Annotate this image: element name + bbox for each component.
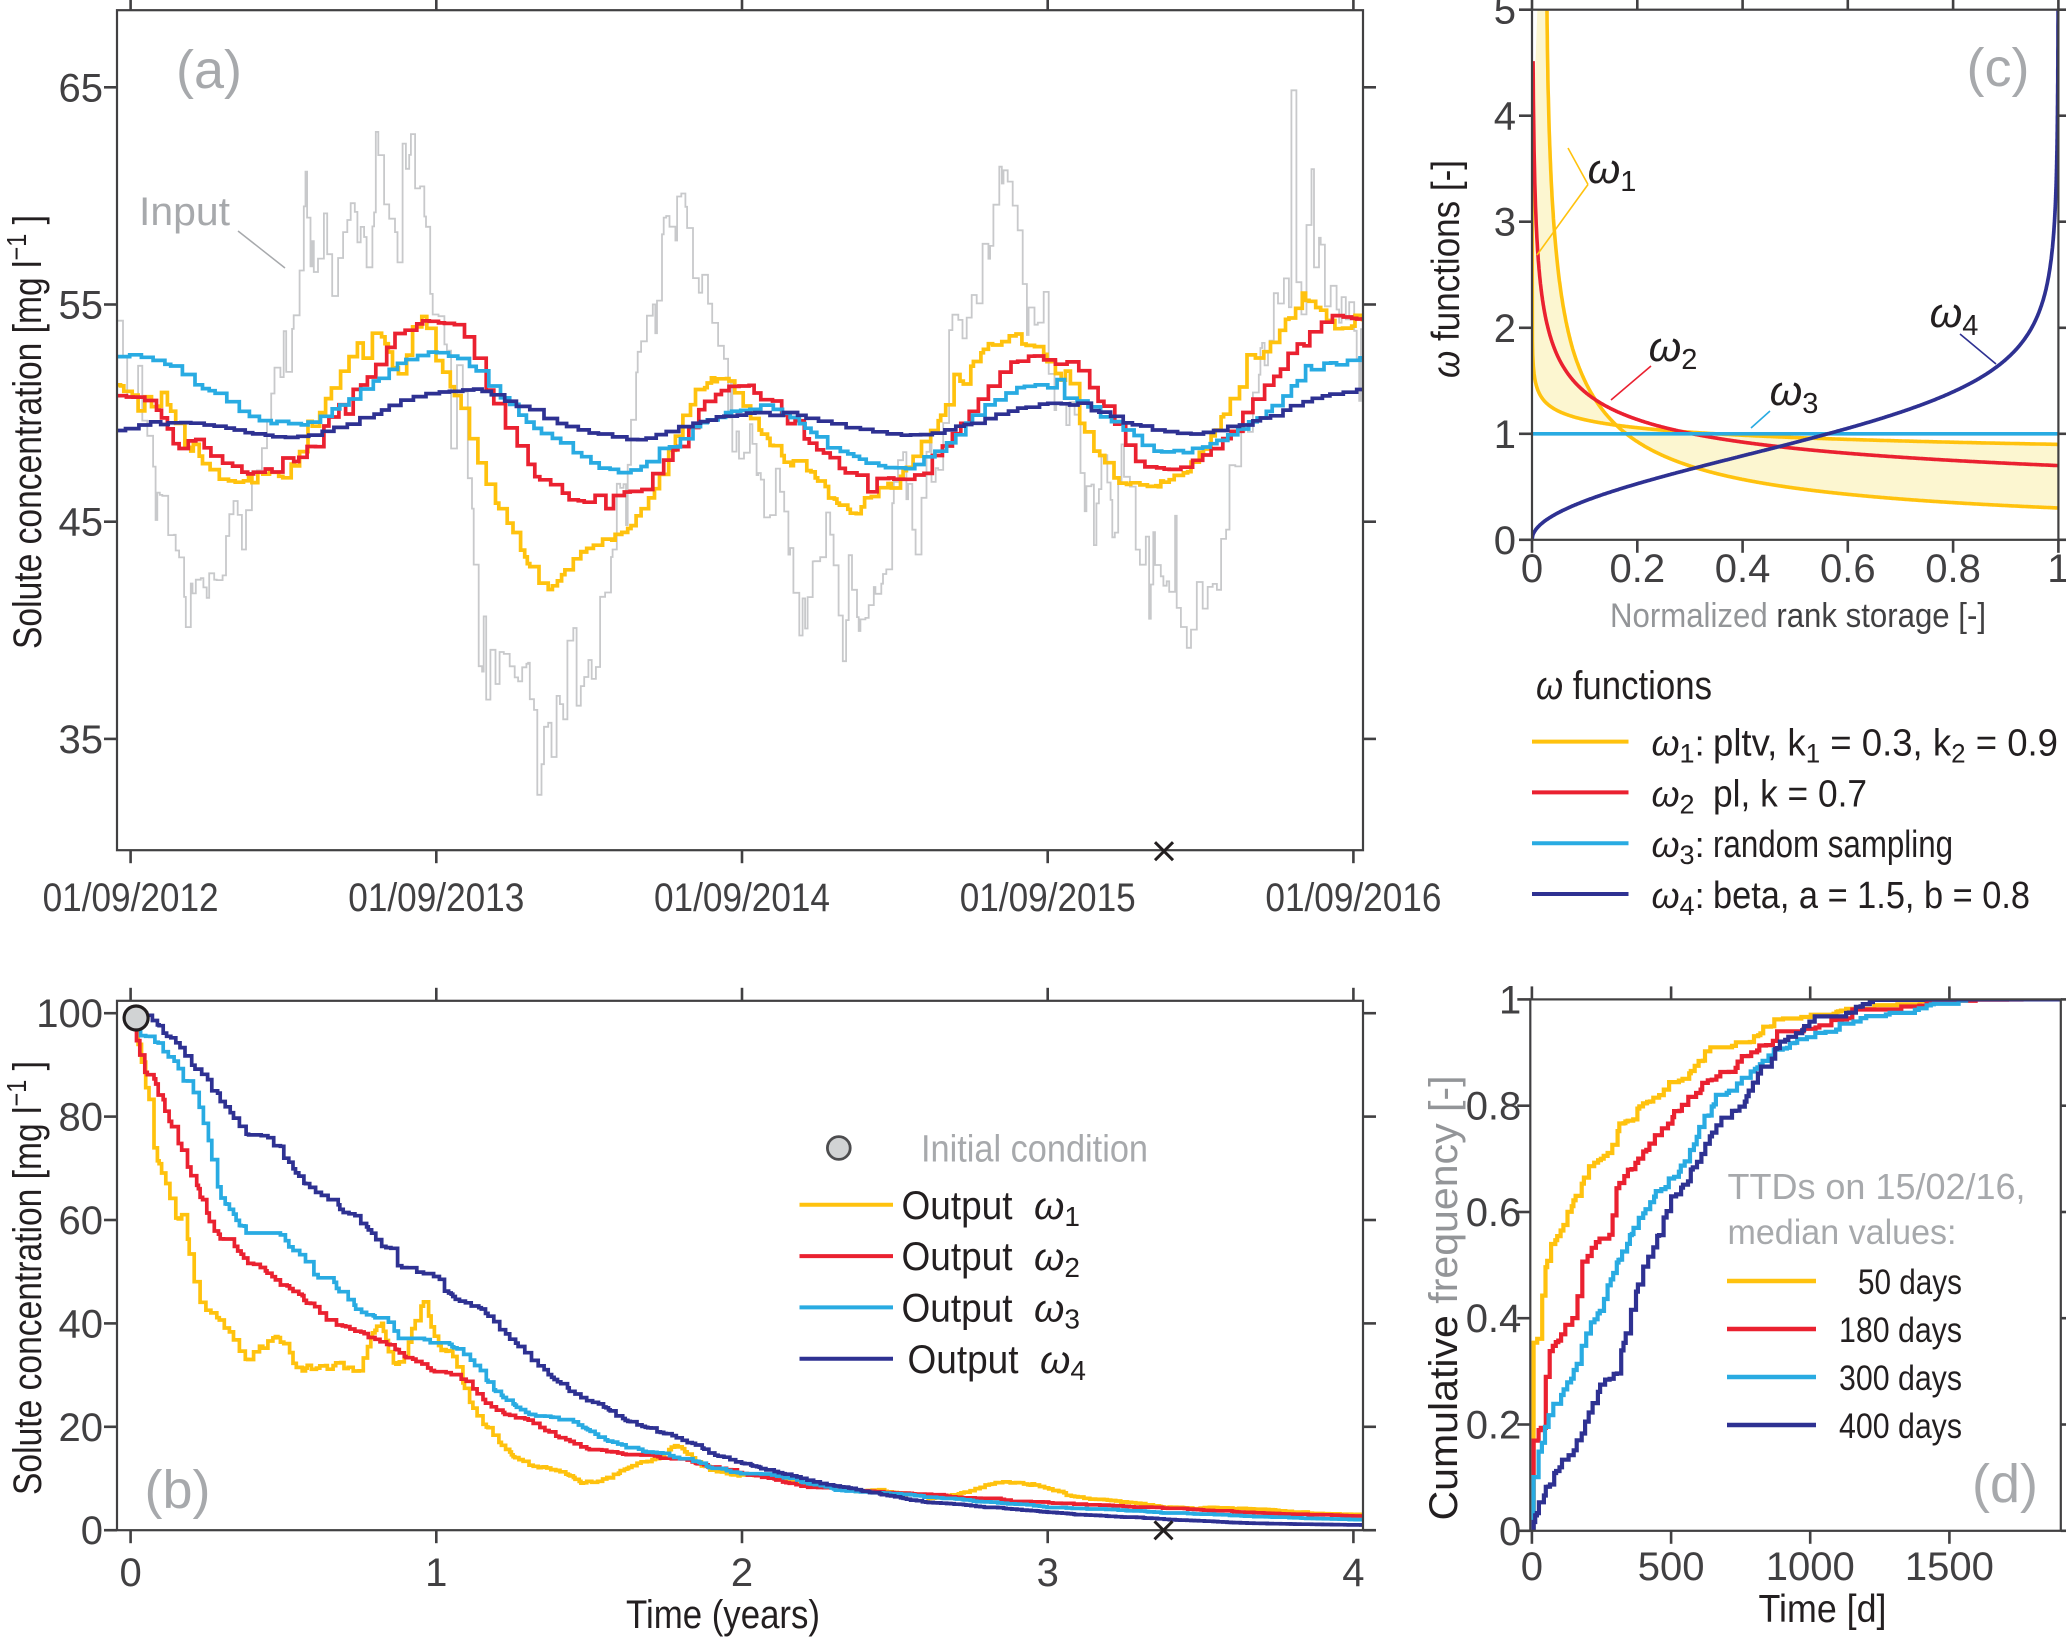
svg-text:0: 0 bbox=[1499, 1510, 1521, 1554]
svg-text:ω1:: ω1: bbox=[1652, 723, 1705, 769]
svg-text:2: 2 bbox=[731, 1551, 753, 1595]
svg-text:Output: Output bbox=[902, 1286, 1013, 1330]
svg-text:180 days: 180 days bbox=[1839, 1311, 1962, 1350]
svg-text:01/09/2013: 01/09/2013 bbox=[348, 876, 524, 920]
svg-text:45: 45 bbox=[59, 501, 104, 545]
svg-text:5: 5 bbox=[1494, 0, 1516, 33]
svg-text:1: 1 bbox=[425, 1551, 447, 1595]
svg-text:(d): (d) bbox=[1972, 1454, 2038, 1514]
svg-text:0.8: 0.8 bbox=[1466, 1085, 1522, 1129]
svg-text:random sampling: random sampling bbox=[1713, 824, 1953, 866]
svg-text:Normalized rank storage [-]: Normalized rank storage [-] bbox=[1610, 597, 1986, 635]
svg-text:0.6: 0.6 bbox=[1820, 547, 1876, 591]
svg-text:ω3: ω3 bbox=[1770, 367, 1819, 420]
svg-text:1: 1 bbox=[1494, 413, 1516, 457]
svg-text:Input: Input bbox=[139, 190, 230, 234]
svg-text:100: 100 bbox=[36, 992, 103, 1036]
svg-text:Initial condition: Initial condition bbox=[921, 1129, 1148, 1171]
svg-text:(b): (b) bbox=[145, 1460, 211, 1520]
svg-text:0: 0 bbox=[119, 1551, 141, 1595]
svg-text:0: 0 bbox=[1521, 547, 1543, 591]
svg-text:0: 0 bbox=[81, 1509, 103, 1553]
svg-text:01/09/2016: 01/09/2016 bbox=[1265, 876, 1441, 920]
svg-text:3: 3 bbox=[1037, 1551, 1059, 1595]
svg-text:0: 0 bbox=[1521, 1545, 1543, 1589]
svg-text:60: 60 bbox=[59, 1199, 104, 1243]
svg-text:40: 40 bbox=[59, 1302, 104, 1346]
svg-text:ω functions: ω functions bbox=[1536, 664, 1712, 708]
svg-text:Output: Output bbox=[908, 1338, 1019, 1382]
svg-text:0.2: 0.2 bbox=[1609, 547, 1665, 591]
svg-text:0.6: 0.6 bbox=[1466, 1191, 1522, 1235]
svg-text:1500: 1500 bbox=[1905, 1545, 1994, 1589]
svg-text:(a): (a) bbox=[176, 40, 242, 100]
svg-text:1: 1 bbox=[2047, 547, 2066, 591]
svg-text:80: 80 bbox=[59, 1096, 104, 1140]
svg-text:35: 35 bbox=[59, 718, 104, 762]
svg-text:1000: 1000 bbox=[1766, 1545, 1855, 1589]
svg-text:Solute concentration [mg l−1 ]: Solute concentration [mg l−1 ] bbox=[1, 215, 51, 649]
svg-text:55: 55 bbox=[59, 284, 104, 328]
svg-text:0.4: 0.4 bbox=[1466, 1297, 1522, 1341]
svg-text:65: 65 bbox=[59, 66, 104, 110]
svg-text:0.4: 0.4 bbox=[1715, 547, 1771, 591]
svg-text:4: 4 bbox=[1342, 1551, 1364, 1595]
svg-text:2: 2 bbox=[1494, 307, 1516, 351]
svg-text:TTDs on 15/02/16,: TTDs on 15/02/16, bbox=[1728, 1166, 2026, 1207]
svg-text:01/09/2015: 01/09/2015 bbox=[960, 876, 1136, 920]
svg-text:Solute concentration [mg l−1 ]: Solute concentration [mg l−1 ] bbox=[1, 1061, 51, 1495]
svg-text:0.8: 0.8 bbox=[1925, 547, 1981, 591]
svg-text:0.2: 0.2 bbox=[1466, 1404, 1522, 1448]
svg-text:median values:: median values: bbox=[1728, 1213, 1957, 1252]
svg-text:0: 0 bbox=[1494, 519, 1516, 563]
svg-text:4: 4 bbox=[1494, 95, 1516, 139]
svg-text:1: 1 bbox=[1499, 978, 1521, 1022]
svg-text:3: 3 bbox=[1494, 201, 1516, 245]
svg-text:Cumulative frequency [-]: Cumulative frequency [-] bbox=[1422, 1076, 1466, 1521]
svg-text:beta, a = 1.5, b = 0.8: beta, a = 1.5, b = 0.8 bbox=[1713, 875, 2030, 917]
svg-text:300 days: 300 days bbox=[1839, 1359, 1962, 1398]
svg-text:pltv, k1 = 0.3, k2 = 0.9: pltv, k1 = 0.3, k2 = 0.9 bbox=[1713, 723, 2058, 769]
svg-text:01/09/2014: 01/09/2014 bbox=[654, 876, 830, 920]
svg-text:Output: Output bbox=[902, 1184, 1013, 1228]
svg-text:Time [d]: Time [d] bbox=[1759, 1588, 1887, 1631]
svg-text:Time (years): Time (years) bbox=[626, 1593, 820, 1637]
svg-text:ω functions [-]: ω functions [-] bbox=[1425, 160, 1468, 378]
svg-text:01/09/2012: 01/09/2012 bbox=[43, 876, 219, 920]
svg-text:400 days: 400 days bbox=[1839, 1407, 1962, 1446]
svg-text:50 days: 50 days bbox=[1858, 1263, 1962, 1302]
svg-text:(c): (c) bbox=[1967, 38, 2030, 98]
svg-text:pl, k = 0.7: pl, k = 0.7 bbox=[1713, 773, 1867, 815]
svg-text:ω3:: ω3: bbox=[1652, 824, 1705, 870]
svg-text:Output: Output bbox=[902, 1235, 1013, 1279]
svg-text:500: 500 bbox=[1638, 1545, 1705, 1589]
svg-text:ω4:: ω4: bbox=[1652, 875, 1705, 921]
svg-text:20: 20 bbox=[59, 1406, 104, 1450]
